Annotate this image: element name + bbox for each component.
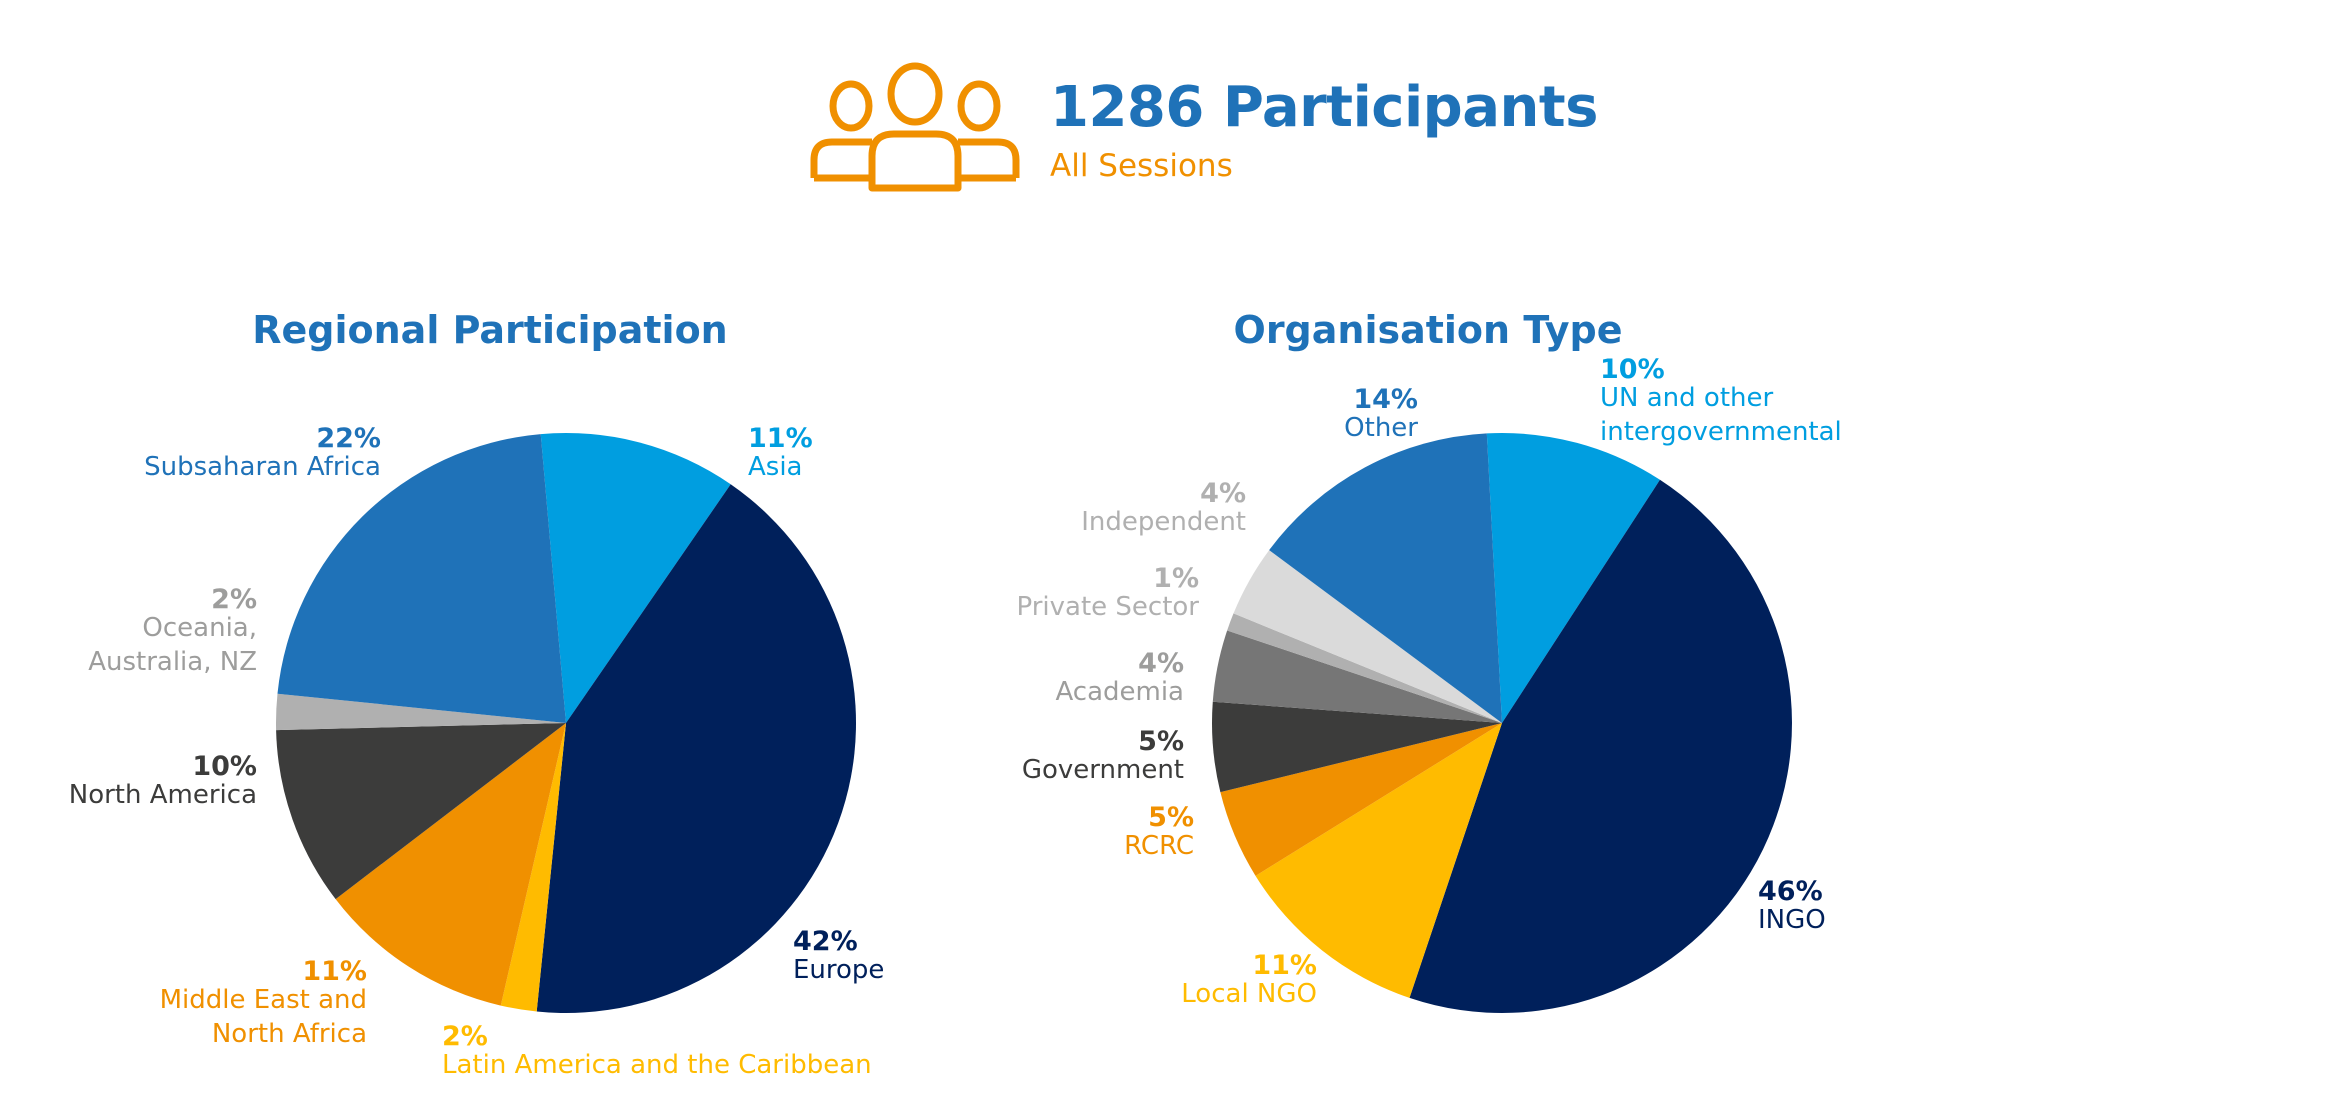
slice-percent: 10% <box>192 751 257 782</box>
slice-percent: 5% <box>1148 802 1194 833</box>
slice-percent: 2% <box>442 1021 488 1052</box>
organisation-label-government: 5% Government <box>1022 726 1184 785</box>
slice-name: Europe <box>793 955 884 985</box>
slice-percent: 11% <box>302 956 367 987</box>
regional-label-subsaharan-africa: 22% Subsaharan Africa <box>144 423 381 482</box>
slice-name: Academia <box>1055 677 1184 707</box>
slice-name: Asia <box>748 452 803 482</box>
slice-name: INGO <box>1758 905 1826 935</box>
organisation-label-un-and-other-intergovernmental: 10% UN and other intergovernmental <box>1600 354 1842 447</box>
organisation-slice-other <box>1269 433 1502 723</box>
slice-percent: 42% <box>793 926 858 957</box>
regional-label-asia: 11% Asia <box>748 423 813 482</box>
organisation-slice-private-sector <box>1227 613 1502 723</box>
regional-slice-subsaharan-africa <box>277 434 566 723</box>
organisation-label-academia: 4% Academia <box>1055 648 1184 707</box>
regional-slice-middle-east-and-north-africa <box>335 723 566 1006</box>
slice-name: Subsaharan Africa <box>144 452 381 482</box>
organisation-label-local-ngo: 11% Local NGO <box>1181 950 1317 1009</box>
slice-percent: 2% <box>211 584 257 615</box>
slice-name: North America <box>69 780 257 810</box>
slice-name: North Africa <box>212 1019 367 1049</box>
regional-slice-asia <box>540 432 731 723</box>
slice-name: Australia, NZ <box>88 647 257 677</box>
organisation-slice-government <box>1212 701 1502 793</box>
regional-label-north-america: 10% North America <box>69 751 257 810</box>
organisation-chart-title: Organisation Type <box>1233 308 1623 352</box>
organisation-label-private-sector: 1% Private Sector <box>1017 563 1200 622</box>
slice-percent: 11% <box>1252 950 1317 981</box>
slice-name: Local NGO <box>1181 979 1317 1009</box>
organisation-slice-independent <box>1233 550 1502 723</box>
slice-name: RCRC <box>1124 831 1194 861</box>
organisation-slice-un-and-other-intergovernmental <box>1486 433 1660 723</box>
slice-name: Oceania, <box>142 613 257 643</box>
slice-name: Independent <box>1081 507 1246 537</box>
organisation-label-independent: 4% Independent <box>1081 478 1246 537</box>
slice-name: Latin America and the Caribbean <box>442 1050 872 1080</box>
organisation-slice-rcrc <box>1220 723 1502 876</box>
regional-slice-latin-america-and-the-caribbean <box>500 723 566 1012</box>
organisation-label-other: 14% Other <box>1344 384 1418 443</box>
regional-slice-north-america <box>276 723 566 900</box>
slice-name: Private Sector <box>1017 592 1200 622</box>
regional-label-europe: 42% Europe <box>793 926 884 985</box>
organisation-label-rcrc: 5% RCRC <box>1124 802 1194 861</box>
slice-name: Government <box>1022 755 1184 785</box>
slice-percent: 46% <box>1758 876 1823 907</box>
organisation-slice-academia <box>1212 630 1502 723</box>
slice-name: Other <box>1344 413 1418 443</box>
participants-title: 1286 Participants <box>1050 75 1599 140</box>
regional-label-middle-east-and-north-africa: 11% Middle East and North Africa <box>160 956 367 1049</box>
organisation-slice-ingo <box>1409 479 1792 1013</box>
regional-label-latin-america-and-the-caribbean: 2% Latin America and the Caribbean <box>442 1021 872 1080</box>
regional-slice-oceania-australia-nz <box>276 693 566 731</box>
slice-percent: 10% <box>1600 354 1665 385</box>
regional-chart-title: Regional Participation <box>252 308 728 352</box>
sessions-subtitle: All Sessions <box>1050 148 1233 184</box>
slice-percent: 1% <box>1153 563 1199 594</box>
participants-header: 1286 Participants All Sessions <box>810 60 1599 200</box>
organisation-slice-local-ngo <box>1255 723 1502 998</box>
slice-name: Middle East and <box>160 985 367 1015</box>
regional-slice-europe <box>536 484 857 1014</box>
slice-name: intergovernmental <box>1600 417 1842 447</box>
organisation-label-ingo: 46% INGO <box>1758 876 1826 935</box>
slice-percent: 5% <box>1138 726 1184 757</box>
slice-percent: 14% <box>1353 384 1418 415</box>
slice-percent: 11% <box>748 423 813 454</box>
regional-label-oceania-australia-nz: 2% Oceania, Australia, NZ <box>88 584 257 677</box>
people-group-icon <box>810 62 1020 192</box>
slice-percent: 4% <box>1138 648 1184 679</box>
slice-percent: 22% <box>316 423 381 454</box>
slice-percent: 4% <box>1200 478 1246 509</box>
slice-name: UN and other <box>1600 383 1774 413</box>
